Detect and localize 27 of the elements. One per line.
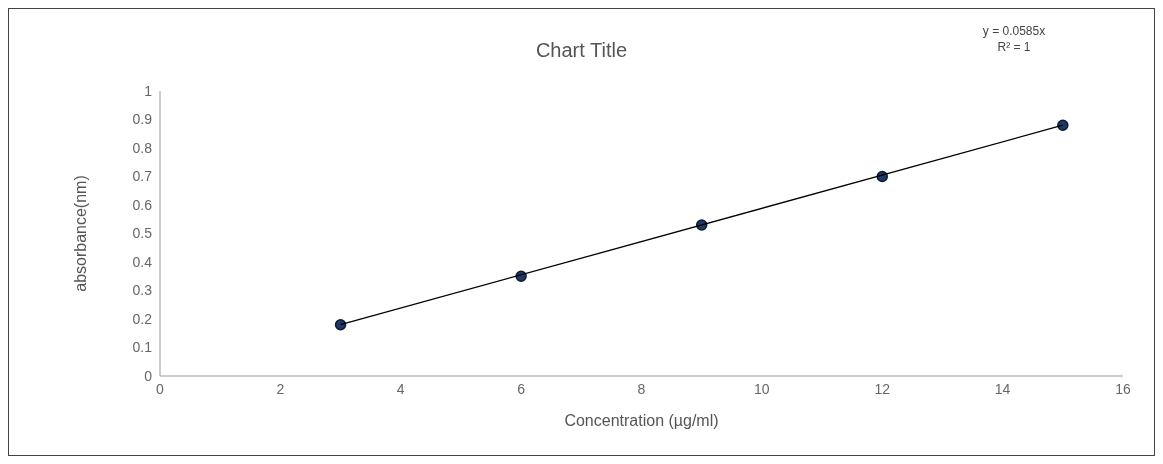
x-tick-label: 6 (517, 380, 526, 397)
x-tick-label: 0 (156, 380, 165, 397)
x-tick-label: 4 (396, 380, 405, 397)
x-tick-label: 10 (754, 380, 770, 397)
y-tick-label: 0.1 (132, 339, 153, 356)
x-tick-label: 14 (994, 380, 1011, 397)
y-tick-label: 0.9 (132, 111, 153, 128)
y-tick-label: 0.7 (132, 168, 153, 185)
x-tick-label: 16 (1115, 380, 1131, 397)
point (1057, 119, 1069, 131)
point (334, 318, 347, 331)
y-tick-label: 0.4 (132, 253, 153, 270)
text: y = 0.0585x (981, 23, 1047, 39)
y-tick-label: 0.5 (132, 225, 153, 242)
y-tick-label: 0.2 (132, 310, 153, 327)
x-tick-label: 12 (874, 380, 891, 397)
y-tick-label: 0.8 (132, 139, 153, 156)
text: R² = 1 (996, 39, 1032, 55)
x-axis-title: Concentration (µg/ml) (564, 412, 719, 429)
x-tick-label: 2 (276, 380, 285, 397)
y-tick-label: 0.3 (132, 282, 153, 299)
y-tick-label: 0 (144, 367, 153, 384)
chart-title: Chart Title (535, 39, 628, 61)
y-tick-label: 0.6 (132, 196, 153, 213)
x-tick-label: 8 (637, 380, 646, 397)
y-tick-label: 1 (144, 82, 153, 99)
y-axis-title: absorbance(nm) (71, 175, 89, 292)
